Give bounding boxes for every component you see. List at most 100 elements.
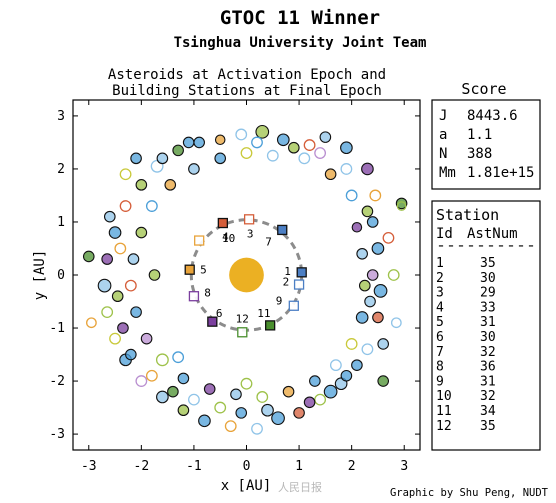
asteroid-point	[369, 189, 382, 202]
asteroid-point	[356, 247, 368, 260]
score-value: 388	[467, 146, 492, 162]
station-col-id: Id	[436, 226, 453, 242]
asteroid-point	[119, 200, 132, 212]
asteroid-point	[396, 201, 407, 211]
asteroid-point	[340, 369, 353, 382]
asteroid-point	[135, 226, 148, 239]
asteroid-point	[172, 144, 184, 157]
x-tick-label: -2	[134, 459, 150, 474]
asteroid-point	[214, 152, 227, 165]
station-astnum: 30	[480, 271, 496, 286]
asteroid-point	[366, 216, 379, 228]
subtitle: Tsinghua University Joint Team	[174, 35, 427, 51]
asteroid-point	[255, 124, 270, 139]
asteroid-point	[355, 311, 369, 324]
asteroid-point	[261, 403, 274, 417]
station-label: 3	[247, 228, 254, 241]
station-marker	[293, 279, 305, 290]
station-marker	[243, 214, 255, 225]
asteroid-point	[251, 136, 263, 149]
asteroid-point	[145, 369, 158, 382]
station-marker	[207, 316, 218, 327]
score-value: 8443.6	[467, 108, 518, 124]
station-marker	[184, 264, 195, 275]
asteroid-point	[240, 377, 253, 390]
asteroid-point	[340, 163, 353, 175]
x-tick-label: 0	[243, 459, 251, 474]
asteroid-point	[164, 179, 177, 191]
asteroid-point	[155, 353, 169, 367]
station-label: 9	[276, 294, 283, 307]
asteroid-point	[251, 422, 263, 435]
station-astnum: 29	[480, 286, 496, 301]
station-astnum: 35	[480, 256, 496, 271]
asteroid-point	[103, 210, 116, 223]
asteroid-point	[203, 383, 216, 395]
asteroid-point	[198, 414, 211, 428]
station-id: 4	[436, 300, 444, 315]
score-value: 1.1	[467, 127, 492, 143]
asteroid-point	[390, 317, 402, 329]
asteroid-point	[135, 179, 148, 191]
asteroid-point	[130, 152, 142, 165]
asteroid-point	[345, 338, 358, 350]
asteroid-point	[148, 269, 161, 281]
asteroid-point	[177, 404, 190, 417]
asteroid-point	[86, 317, 97, 329]
station-astnum: 32	[480, 389, 496, 404]
watermark-text: 人民日报	[278, 480, 322, 494]
asteroid-point	[358, 279, 371, 292]
asteroid-point	[111, 290, 124, 303]
y-tick-label: 2	[57, 162, 65, 177]
asteroid-point	[377, 375, 390, 387]
station-table-title: Station	[436, 206, 499, 224]
asteroid-point	[329, 359, 342, 372]
asteroid-point	[395, 197, 408, 210]
asteroid-point	[172, 351, 185, 364]
asteroid-point	[108, 226, 122, 239]
station-astnum: 33	[480, 300, 496, 315]
asteroid-point	[188, 163, 200, 175]
score-title: Score	[461, 80, 506, 98]
x-tick-label: 1	[295, 459, 303, 474]
station-marker	[265, 320, 276, 331]
asteroid-point	[145, 200, 158, 212]
station-marker	[277, 224, 288, 236]
asteroid-point	[101, 253, 113, 265]
station-id: 6	[436, 330, 444, 345]
station-label: 2	[283, 275, 290, 288]
asteroid-point	[303, 396, 316, 409]
station-label: 4	[222, 230, 229, 243]
station-label: 1	[284, 265, 291, 278]
asteroid-point	[309, 375, 321, 387]
asteroid-point	[361, 162, 374, 176]
station-id: 2	[436, 271, 444, 286]
score-table: J 8443.6 a 1.1 N 388 Mm 1.81e+15	[439, 108, 534, 181]
station-id: 1	[436, 256, 444, 271]
station-marker	[237, 327, 248, 338]
asteroid-point	[282, 385, 295, 398]
score-value: 1.81e+15	[467, 165, 534, 181]
asteroid-point	[97, 278, 112, 293]
asteroid-point	[127, 253, 140, 265]
station-marker	[288, 300, 299, 311]
score-box	[431, 99, 541, 190]
station-id: 7	[436, 345, 444, 360]
main-title: GTOC 11 Winner	[220, 7, 380, 29]
asteroid-point	[266, 149, 279, 162]
asteroid-point	[193, 136, 205, 149]
asteroid-point	[188, 393, 200, 406]
y-tick-label: -1	[49, 321, 65, 336]
station-label: 10	[222, 232, 235, 245]
asteroid-point	[288, 141, 300, 154]
asteroid-point	[109, 332, 121, 345]
asteroid-point	[177, 372, 190, 385]
station-astnum: 30	[480, 330, 496, 345]
station-id: 5	[436, 315, 444, 330]
station-marker	[194, 235, 205, 246]
station-marker	[217, 217, 228, 229]
score-key: J	[439, 108, 447, 124]
y-tick-label: 0	[57, 268, 65, 283]
asteroid-point	[119, 168, 132, 181]
